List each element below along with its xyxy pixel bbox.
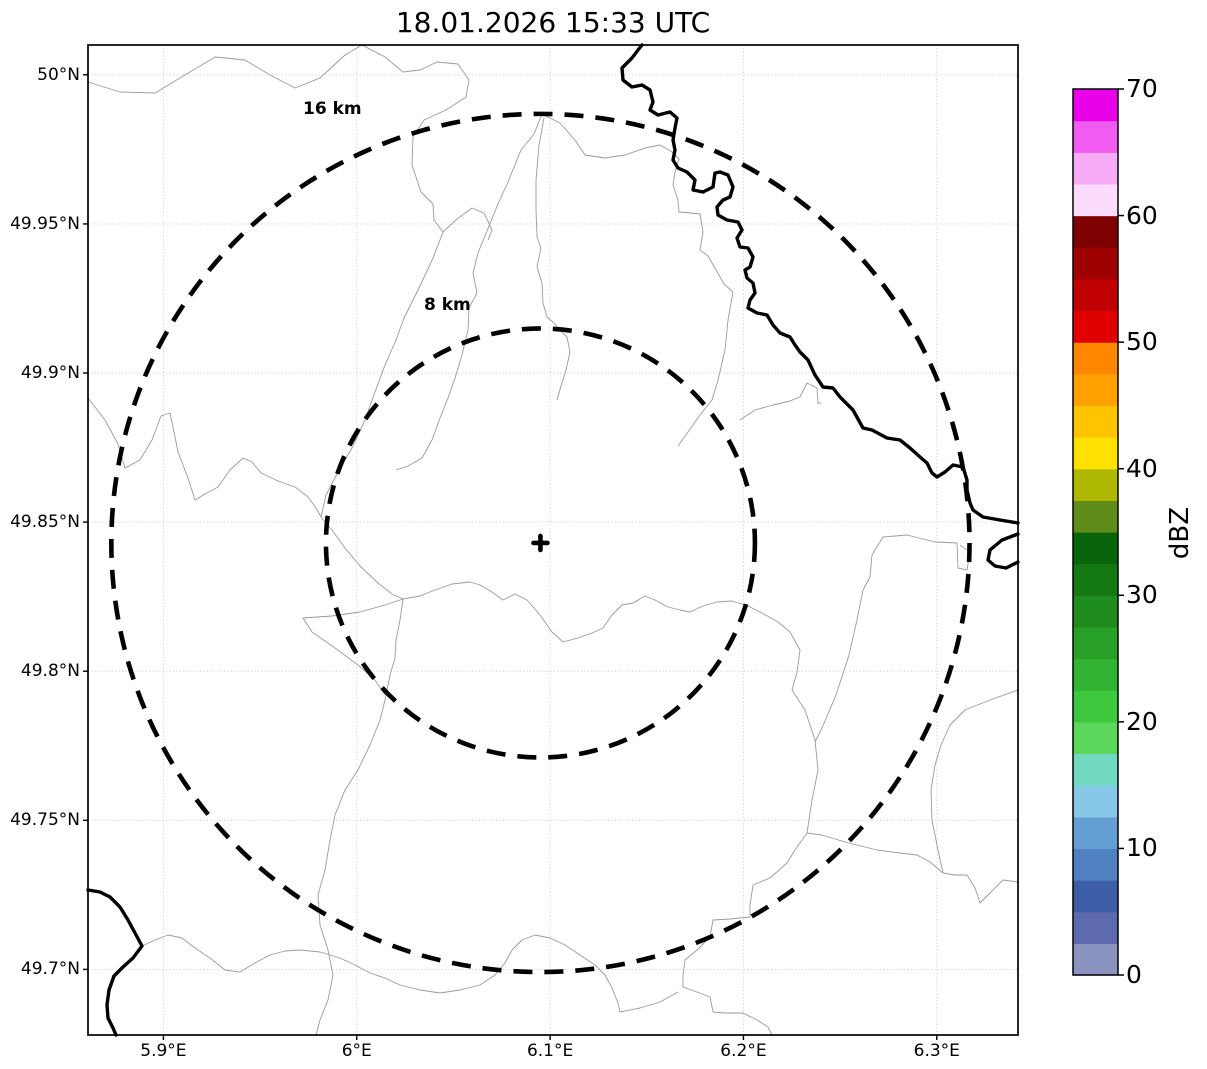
range-ring-16km [109,111,972,975]
admin-boundary [402,581,819,834]
colorbar-band [1073,89,1118,122]
colorbar-tick-label-3: 30 [1126,580,1158,610]
colorbar-tick-label-5: 50 [1126,327,1158,357]
colorbar-band [1073,152,1118,185]
page-title: 18.01.2026 15:33 UTC [395,6,711,39]
x-tick-label-4: 6.3°E [913,1041,960,1061]
x-tick-label-3: 6.2°E [720,1041,767,1061]
y-tick-label-1: 49.95°N [10,213,80,234]
range-ring-8km [323,326,758,760]
colorbar-band [1073,532,1118,565]
admin-boundary [814,536,884,743]
admin-boundary [141,934,679,1013]
admin-boundary [87,44,363,94]
colorbar-band [1073,943,1118,976]
border-river-lines [86,43,1020,1037]
y-tick-label-5: 49.75°N [10,810,80,831]
border-river-line [86,888,144,1037]
admin-boundary-lines [87,44,1019,1036]
colorbar-band [1073,690,1118,723]
x-tick-label-2: 6.1°E [526,1041,574,1061]
admin-boundary [682,832,808,1036]
admin-boundary [806,832,1019,904]
colorbar-band [1073,721,1118,755]
radar-site-plus-marker [531,533,550,553]
colorbar-band [1073,468,1118,501]
admin-boundary [361,44,493,241]
colorbar-band [1073,595,1118,628]
colorbar-band [1073,816,1118,850]
axis-ticks [83,74,938,1040]
colorbar-tick-label-7: 70 [1126,74,1158,103]
colorbar-band [1073,626,1118,660]
admin-boundary [320,516,404,600]
admin-boundary [930,689,1019,874]
colorbar-band [1073,880,1118,913]
colorbar-band [1073,563,1118,596]
colorbar-band [1073,911,1118,944]
border-river-line [620,43,1020,525]
colorbar-tick-label-6: 60 [1126,200,1158,230]
colorbar-tick-label-0: 0 [1126,960,1142,989]
x-tick-label-1: 6°E [341,1041,372,1061]
colorbar [1072,88,1124,976]
admin-boundary [302,598,404,696]
x-tick-label-0: 5.9°E [140,1041,187,1061]
colorbar-band [1073,342,1118,375]
border-river-line [986,532,1020,570]
admin-boundary [320,231,444,518]
admin-boundary [739,382,821,421]
plot-frame [87,44,1019,1036]
colorbar-band [1073,753,1118,786]
y-tick-label-0: 50°N [37,64,80,85]
colorbar-band [1073,437,1118,470]
gridlines [88,45,1018,1035]
admin-boundary [882,534,971,571]
colorbar-band [1073,183,1118,217]
colorbar-band [1073,120,1118,153]
colorbar-tick-label-4: 40 [1126,453,1158,483]
admin-boundary [315,598,404,1036]
colorbar-band [1073,405,1118,438]
admin-boundary [559,122,734,447]
admin-boundary [87,397,322,518]
colorbar-tick-label-1: 10 [1126,833,1158,863]
range-ring-8km-label: 8 km [424,295,471,315]
colorbar-band [1073,310,1118,343]
colorbar-band [1073,373,1118,407]
y-tick-label-2: 49.9°N [20,363,80,383]
colorbar-band [1073,785,1118,818]
range-rings [109,111,972,975]
colorbar-band [1073,278,1118,312]
colorbar-unit-label: dBZ [1165,506,1195,560]
colorbar-band [1073,658,1118,691]
admin-boundary [535,117,571,401]
colorbar-tick-label-2: 20 [1126,706,1158,736]
colorbar-band [1073,247,1118,280]
y-tick-label-3: 49.85°N [10,512,80,533]
colorbar-band [1073,500,1118,533]
y-tick-label-6: 49.7°N [20,959,80,980]
admin-boundary [395,113,543,471]
range-ring-16km-label: 16 km [303,99,362,119]
y-tick-label-4: 49.8°N [20,661,80,682]
colorbar-frame [1072,88,1119,976]
colorbar-band [1073,848,1118,881]
colorbar-band [1073,215,1118,248]
